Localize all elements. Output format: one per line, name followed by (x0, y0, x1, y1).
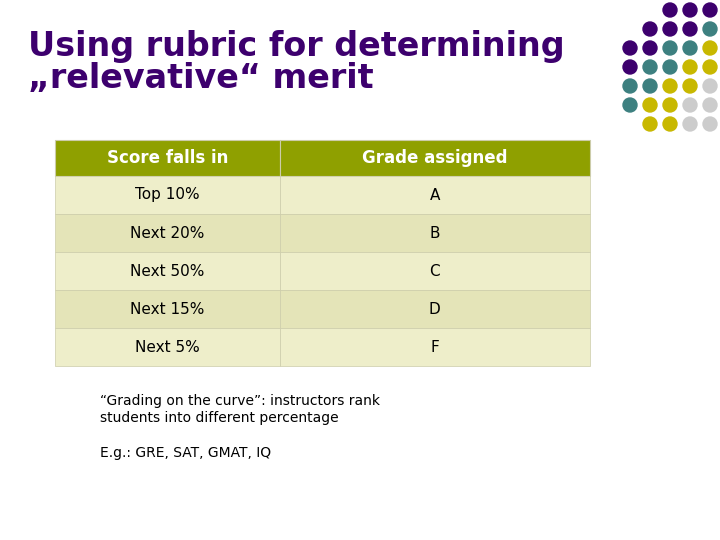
Text: Next 20%: Next 20% (130, 226, 204, 240)
Text: Grade assigned: Grade assigned (362, 149, 508, 167)
Circle shape (643, 98, 657, 112)
Circle shape (623, 79, 637, 93)
Circle shape (643, 117, 657, 131)
Circle shape (663, 41, 677, 55)
Circle shape (623, 60, 637, 74)
Text: Next 5%: Next 5% (135, 340, 199, 354)
Text: D: D (429, 301, 441, 316)
FancyBboxPatch shape (279, 176, 590, 214)
Circle shape (683, 22, 697, 36)
FancyBboxPatch shape (55, 176, 279, 214)
Circle shape (663, 117, 677, 131)
Text: Using rubric for determining: Using rubric for determining (28, 30, 564, 63)
Circle shape (683, 3, 697, 17)
Circle shape (703, 3, 717, 17)
Circle shape (703, 41, 717, 55)
Circle shape (643, 41, 657, 55)
Circle shape (663, 22, 677, 36)
Circle shape (683, 98, 697, 112)
Circle shape (663, 60, 677, 74)
FancyBboxPatch shape (279, 290, 590, 328)
Circle shape (683, 79, 697, 93)
FancyBboxPatch shape (279, 328, 590, 366)
Circle shape (663, 3, 677, 17)
Circle shape (663, 79, 677, 93)
FancyBboxPatch shape (279, 252, 590, 290)
Text: F: F (431, 340, 439, 354)
Circle shape (703, 60, 717, 74)
Circle shape (703, 117, 717, 131)
Text: C: C (430, 264, 440, 279)
Circle shape (643, 22, 657, 36)
Text: Score falls in: Score falls in (107, 149, 228, 167)
Circle shape (703, 98, 717, 112)
FancyBboxPatch shape (279, 214, 590, 252)
Circle shape (663, 98, 677, 112)
Text: A: A (430, 187, 440, 202)
Text: Next 15%: Next 15% (130, 301, 204, 316)
FancyBboxPatch shape (279, 140, 590, 176)
Text: Next 50%: Next 50% (130, 264, 204, 279)
Circle shape (643, 79, 657, 93)
FancyBboxPatch shape (55, 290, 279, 328)
FancyBboxPatch shape (55, 328, 279, 366)
Circle shape (703, 22, 717, 36)
FancyBboxPatch shape (55, 214, 279, 252)
Text: E.g.: GRE, SAT, GMAT, IQ: E.g.: GRE, SAT, GMAT, IQ (100, 446, 271, 460)
Text: students into different percentage: students into different percentage (100, 411, 338, 425)
Circle shape (703, 79, 717, 93)
Text: “Grading on the curve”: instructors rank: “Grading on the curve”: instructors rank (100, 394, 380, 408)
Circle shape (683, 117, 697, 131)
Circle shape (623, 98, 637, 112)
FancyBboxPatch shape (55, 140, 279, 176)
Text: Top 10%: Top 10% (135, 187, 199, 202)
Circle shape (683, 60, 697, 74)
Text: B: B (430, 226, 440, 240)
Circle shape (643, 60, 657, 74)
Text: „relevative“ merit: „relevative“ merit (28, 62, 374, 95)
FancyBboxPatch shape (55, 252, 279, 290)
Circle shape (623, 41, 637, 55)
Circle shape (683, 41, 697, 55)
